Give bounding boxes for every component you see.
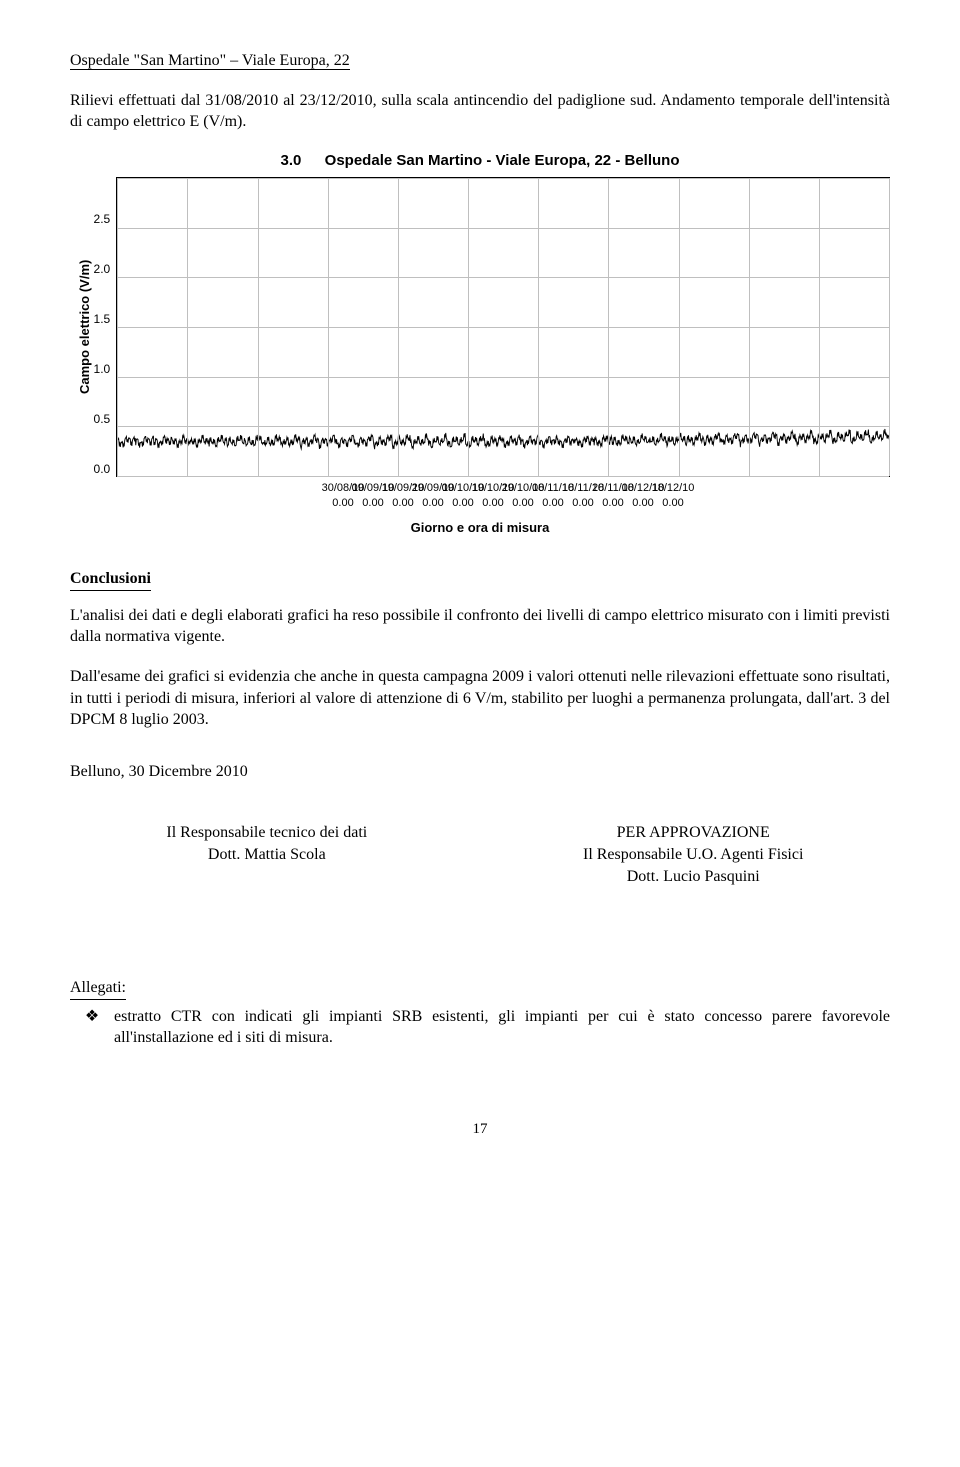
- signature-right: PER APPROVAZIONE Il Responsabile U.O. Ag…: [496, 822, 890, 887]
- chart-ytick: 0.0: [94, 461, 111, 477]
- chart-gridline-horizontal: [117, 377, 889, 378]
- attachments-section: Allegati: ❖ estratto CTR con indicati gl…: [70, 977, 890, 1049]
- attachments-label: Allegati:: [70, 977, 126, 1000]
- chart-gridline-horizontal: [117, 327, 889, 328]
- sign-right-name: Dott. Lucio Pasquini: [496, 866, 890, 888]
- page-number: 17: [70, 1119, 890, 1139]
- chart-yticks: 2.5 2.0 1.5 1.0 0.5 0.0: [94, 177, 117, 477]
- chart-xtick: 18/12/100.00: [643, 481, 703, 511]
- chart-gridline-horizontal: [117, 228, 889, 229]
- chart-series-path: [117, 429, 889, 449]
- efield-chart: 3.0 Ospedale San Martino - Viale Europa,…: [70, 151, 890, 536]
- conclusions-p1: L'analisi dei dati e degli elaborati gra…: [70, 605, 890, 648]
- date-place: Belluno, 30 Dicembre 2010: [70, 761, 890, 783]
- chart-ytick: 2.0: [94, 261, 111, 277]
- chart-xlabel: Giorno e ora di misura: [411, 519, 550, 537]
- location-header: Ospedale "San Martino" – Viale Europa, 2…: [70, 50, 890, 72]
- chart-ylabel: Campo elettrico (V/m): [70, 177, 94, 477]
- chart-gridline-horizontal: [117, 277, 889, 278]
- chart-ytick: 0.5: [94, 411, 111, 427]
- survey-description: Rilievi effettuati dal 31/08/2010 al 23/…: [70, 90, 890, 133]
- chart-gridline-vertical: [889, 178, 890, 476]
- chart-ytick: 1.0: [94, 361, 111, 377]
- chart-gridline-horizontal: [117, 178, 889, 179]
- sign-left-name: Dott. Mattia Scola: [70, 844, 464, 866]
- chart-gridline-horizontal: [117, 476, 889, 477]
- diamond-bullet-icon: ❖: [70, 1006, 114, 1049]
- chart-ytick: 2.5: [94, 211, 111, 227]
- chart-plot-area: [116, 177, 890, 477]
- chart-title: 3.0 Ospedale San Martino - Viale Europa,…: [70, 151, 890, 171]
- sign-right-role: Il Responsabile U.O. Agenti Fisici: [496, 844, 890, 866]
- conclusions-section: Conclusioni L'analisi dei dati e degli e…: [70, 560, 890, 731]
- attachments-item: estratto CTR con indicati gli impianti S…: [114, 1006, 890, 1049]
- chart-gridline-horizontal: [117, 426, 889, 427]
- conclusions-p2: Dall'esame dei grafici si evidenzia che …: [70, 666, 890, 731]
- chart-xticks: 30/08/100.0009/09/100.0019/09/100.0029/0…: [333, 481, 683, 511]
- conclusions-heading: Conclusioni: [70, 568, 151, 591]
- sign-left-role: Il Responsabile tecnico dei dati: [70, 822, 464, 844]
- location-name: Ospedale "San Martino" – Viale Europa, 2…: [70, 52, 350, 70]
- chart-ytick: 1.5: [94, 311, 111, 327]
- chart-first-ytick: 3.0: [281, 151, 321, 171]
- sign-right-pre: PER APPROVAZIONE: [496, 822, 890, 844]
- chart-title-text: Ospedale San Martino - Viale Europa, 22 …: [325, 152, 680, 169]
- signatures-block: Il Responsabile tecnico dei dati Dott. M…: [70, 822, 890, 887]
- signature-left: Il Responsabile tecnico dei dati Dott. M…: [70, 822, 464, 887]
